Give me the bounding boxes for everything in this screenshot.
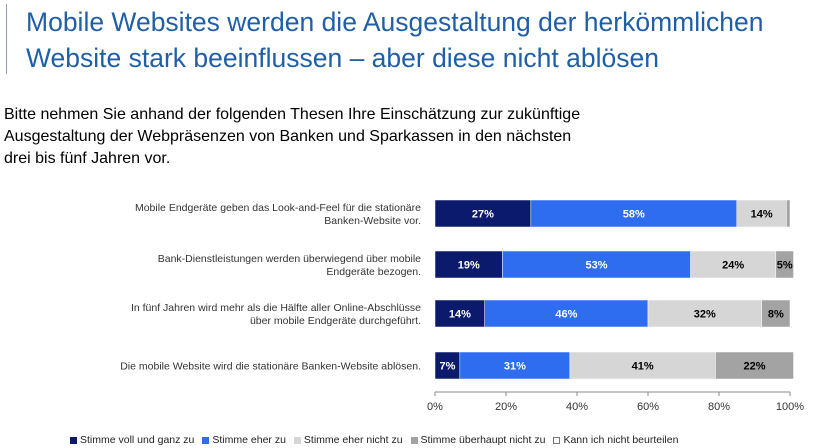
bar-segment [434, 199, 532, 228]
data-label: 24% [722, 260, 744, 272]
bar-segment [647, 299, 762, 328]
x-tick-label: 80% [708, 401, 730, 413]
chart-legend: Stimme voll und ganz zu Stimme eher zu Sti… [70, 432, 686, 448]
legend-item: Kann ich nicht beurteilen [553, 434, 678, 446]
data-label: 31% [504, 361, 526, 373]
legend-swatch [553, 436, 561, 444]
question-text-line-3: drei bis fünf Jahren vor. [4, 150, 171, 167]
legend-item: Stimme voll und ganz zu [70, 434, 194, 446]
data-label: 8% [768, 309, 784, 321]
bar-segment [736, 199, 787, 228]
title-accent-bar [6, 4, 7, 74]
data-label: 32% [694, 309, 716, 321]
question-text-line-1: Bitte nehmen Sie anhand der folgenden Th… [4, 106, 581, 123]
category-label: Banken-Website vor. [324, 215, 421, 227]
category-label: Die mobile Website wird die stationäre B… [120, 361, 421, 373]
x-tick-label: 100% [776, 401, 804, 413]
page-title: Mobile Websites werden die Ausgestaltung… [26, 4, 826, 76]
legend-label: Kann ich nicht beurteilen [563, 434, 679, 446]
bar-segment [569, 351, 716, 380]
bar-segment [775, 250, 794, 279]
category-label: über mobile Endgeräte durchgeführt. [250, 315, 421, 327]
question-text-line-2: Ausgestaltung der Webpräsenzen von Banke… [4, 128, 572, 145]
x-tick-label: 60% [637, 401, 659, 413]
bar-segment [434, 299, 485, 328]
category-label: In fünf Jahren wird mehr als die Hälfte … [131, 302, 421, 314]
legend-swatch [410, 436, 418, 444]
legend-label: Stimme voll und ganz zu [80, 434, 195, 446]
legend-swatch [202, 436, 210, 444]
data-label: 5% [777, 260, 793, 272]
legend-item: Stimme überhaupt nicht zu [410, 434, 546, 446]
bar-segment [786, 199, 791, 228]
bar-segment [434, 250, 503, 279]
bar-segment [715, 351, 794, 380]
data-label: 41% [632, 361, 654, 373]
data-label: 27% [472, 209, 494, 221]
question-text: Bitte nehmen Sie anhand der folgenden Th… [4, 104, 804, 170]
data-label: 22% [743, 361, 765, 373]
legend-label: Stimme eher zu [212, 434, 286, 446]
legend-item: Stimme eher nicht zu [293, 434, 403, 446]
category-label: Endgeräte bezogen. [326, 266, 421, 278]
category-label: Mobile Endgeräte geben das Look-and-Feel… [135, 202, 421, 214]
bar-segment [502, 250, 691, 279]
stacked-bar-chart: Mobile Endgeräte geben das Look-and-Feel… [120, 199, 804, 413]
category-label: Bank-Dienstleistungen werden überwiegend… [158, 253, 421, 265]
data-label: 14% [449, 309, 471, 321]
data-label: 19% [458, 260, 480, 272]
bar-segment [459, 351, 571, 380]
legend-item: Stimme eher zu [202, 434, 286, 446]
x-tick-label: 0% [427, 401, 443, 413]
bar-segment [434, 351, 461, 380]
x-tick-label: 40% [566, 401, 588, 413]
legend-swatch [293, 436, 301, 444]
data-label: 58% [623, 209, 645, 221]
legend-label: Stimme eher nicht zu [303, 434, 403, 446]
data-label: 53% [586, 260, 608, 272]
data-label: 7% [439, 361, 455, 373]
x-tick-label: 20% [495, 401, 517, 413]
data-label: 46% [555, 309, 577, 321]
page-title-line-2: Website stark beeinflussen – aber diese … [26, 43, 659, 73]
page-title-line-1: Mobile Websites werden die Ausgestaltung… [26, 7, 764, 37]
data-label: 14% [751, 209, 773, 221]
legend-swatch [70, 436, 77, 444]
legend-label: Stimme überhaupt nicht zu [420, 434, 546, 446]
bar-segment [484, 299, 649, 328]
bar-segment [761, 299, 791, 328]
bar-segment [530, 199, 737, 228]
